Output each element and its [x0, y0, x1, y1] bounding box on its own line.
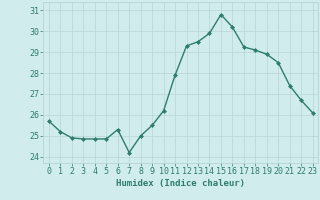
- X-axis label: Humidex (Indice chaleur): Humidex (Indice chaleur): [116, 179, 245, 188]
